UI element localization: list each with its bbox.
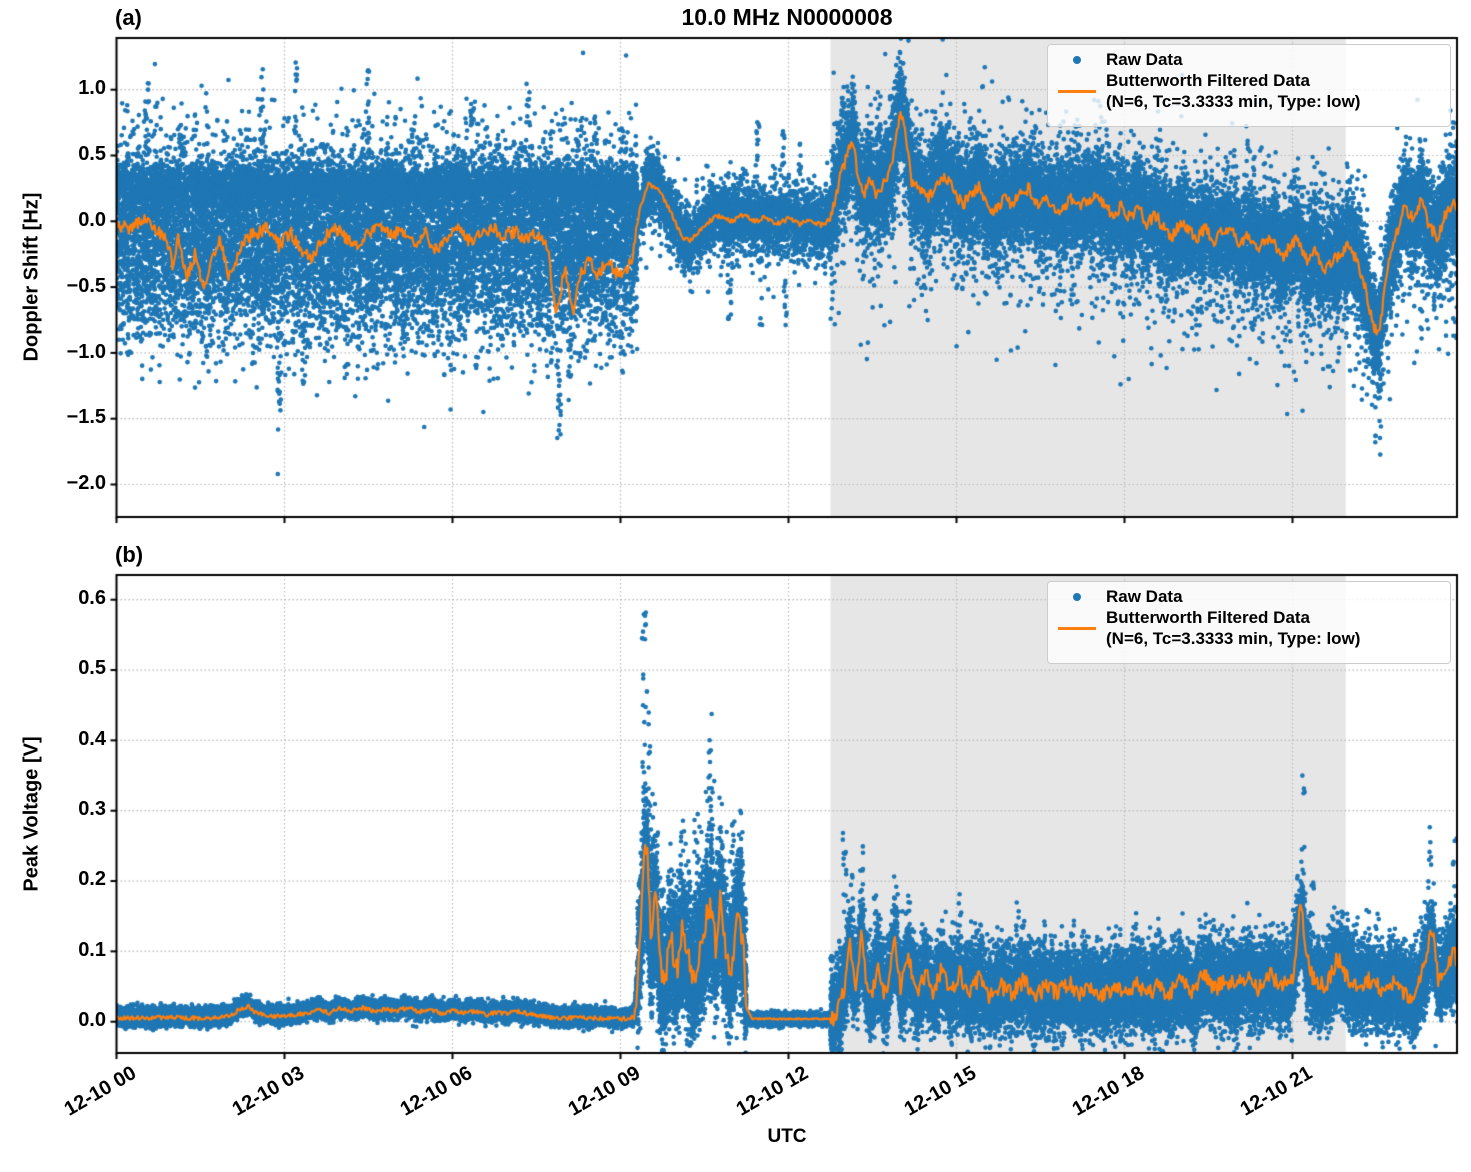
y-tick-label: 0.5 (78, 143, 106, 165)
y-tick-label: −1.5 (66, 406, 106, 428)
legend-filtered-label-line2: (N=6, Tc=3.3333 min, Type: low) (1106, 629, 1361, 648)
legend-filtered-label-line1: Butterworth Filtered Data (1106, 608, 1311, 627)
legend-filtered-label-line1: Butterworth Filtered Data (1106, 71, 1311, 90)
legend-raw-label: Raw Data (1106, 50, 1183, 69)
legend-raw-row: Raw Data (1048, 49, 1442, 70)
raw-data-marker-icon (1073, 55, 1081, 64)
y-tick-label: 0.0 (78, 1009, 106, 1031)
x-axis-label: UTC (767, 1126, 807, 1147)
raw-data-marker-icon (1073, 592, 1081, 601)
legend-a: Raw Data Butterworth Filtered Data (N=6,… (1047, 44, 1451, 127)
legend-filtered-marker-cell (1048, 89, 1106, 93)
y-tick-label: −2.0 (66, 472, 106, 494)
legend-filtered-label: Butterworth Filtered Data (N=6, Tc=3.333… (1106, 70, 1360, 112)
y-tick-label: 0.4 (78, 728, 106, 750)
legend-filtered-row: Butterworth Filtered Data (N=6, Tc=3.333… (1048, 607, 1442, 649)
y-tick-label: 0.6 (78, 587, 106, 609)
legend-b: Raw Data Butterworth Filtered Data (N=6,… (1047, 581, 1451, 664)
legend-filtered-row: Butterworth Filtered Data (N=6, Tc=3.333… (1048, 70, 1442, 112)
y-tick-label: 0.2 (78, 868, 106, 890)
legend-filtered-label-line2: (N=6, Tc=3.3333 min, Type: low) (1106, 92, 1361, 111)
filtered-line-marker-icon (1058, 89, 1096, 93)
y-tick-label: 1.0 (78, 77, 106, 99)
legend-raw-row: Raw Data (1048, 586, 1442, 607)
y-tick-label: −1.0 (66, 341, 106, 363)
y-tick-label: 0.5 (78, 657, 106, 679)
panel-a-label: (a) (115, 5, 142, 30)
y-tick-label: 0.1 (78, 939, 106, 961)
filtered-line-marker-icon (1058, 626, 1096, 630)
y-tick-label: −0.5 (66, 275, 106, 297)
legend-raw-label: Raw Data (1106, 587, 1183, 606)
y-tick-label: 0.3 (78, 798, 106, 820)
legend-filtered-marker-cell (1048, 626, 1106, 630)
legend-raw-marker-cell (1048, 55, 1106, 64)
chart-title: 10.0 MHz N0000008 (681, 4, 893, 30)
legend-filtered-label: Butterworth Filtered Data (N=6, Tc=3.333… (1106, 607, 1360, 649)
y-tick-label: 0.0 (78, 209, 106, 231)
panel-b-label: (b) (115, 542, 144, 567)
legend-raw-marker-cell (1048, 592, 1106, 601)
